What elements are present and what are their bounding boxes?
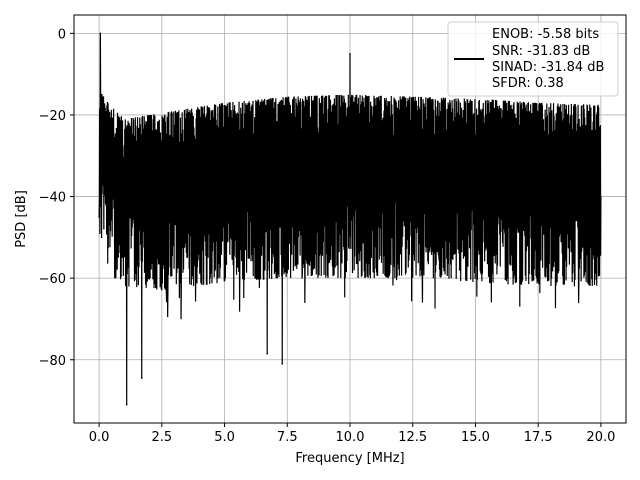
x-tick-label: 5.0 bbox=[214, 430, 235, 445]
legend-box bbox=[447, 21, 619, 97]
legend-line-sinad: SINAD: -31.84 dB bbox=[492, 60, 604, 75]
x-tick-label: 15.0 bbox=[461, 430, 490, 445]
legend: ENOB: -5.58 bits SNR: -31.83 dB SINAD: -… bbox=[447, 21, 619, 97]
series-line bbox=[98, 32, 602, 406]
x-tick-label: 17.5 bbox=[524, 430, 553, 445]
y-tick-label: −80 bbox=[39, 354, 66, 369]
y-tick-label: −20 bbox=[39, 109, 66, 124]
y-axis-ticks: 0 −20 −40 −60 −80 bbox=[39, 27, 74, 369]
psd-data-point bbox=[266, 352, 269, 355]
y-tick-label: 0 bbox=[58, 27, 66, 42]
legend-line-snr: SNR: -31.83 dB bbox=[492, 44, 590, 59]
psd-data-point bbox=[349, 52, 351, 55]
legend-line-enob: ENOB: -5.58 bits bbox=[492, 27, 599, 42]
psd-data-point bbox=[281, 363, 284, 365]
psd-data-point bbox=[125, 403, 128, 406]
x-tick-label: 12.5 bbox=[398, 430, 427, 445]
psd-data-point bbox=[600, 195, 602, 198]
x-tick-label: 10.0 bbox=[336, 430, 365, 445]
x-tick-label: 0.0 bbox=[89, 430, 110, 445]
y-axis-label: PSD [dB] bbox=[14, 190, 29, 248]
x-axis-ticks: 0.0 2.5 5.0 7.5 10.0 12.5 15.0 17.5 20.0 bbox=[89, 423, 615, 445]
x-tick-label: 7.5 bbox=[277, 430, 298, 445]
y-tick-label: −40 bbox=[39, 191, 66, 206]
x-tick-label: 20.0 bbox=[586, 430, 615, 445]
psd-data-point bbox=[140, 377, 143, 379]
psd-data-point bbox=[98, 216, 100, 218]
x-axis-label: Frequency [MHz] bbox=[295, 451, 404, 466]
psd-data-point bbox=[99, 32, 102, 35]
x-tick-label: 2.5 bbox=[151, 430, 172, 445]
psd-data-point bbox=[100, 236, 103, 239]
legend-line-sfdr: SFDR: 0.38 bbox=[492, 76, 564, 91]
y-tick-label: −60 bbox=[39, 272, 66, 287]
